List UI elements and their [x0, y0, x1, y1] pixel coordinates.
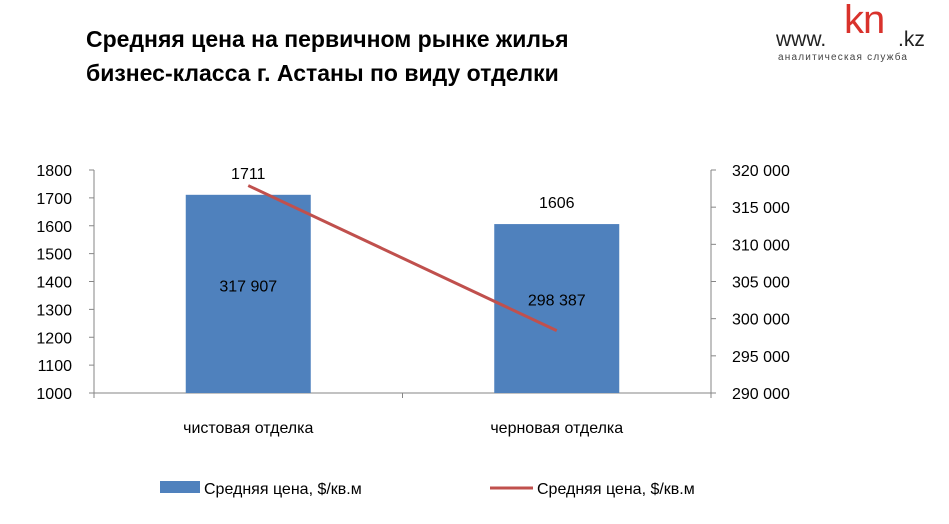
logo-prefix: www.: [776, 28, 827, 51]
chart-title-line-1: Средняя цена на первичном рынке жилья: [86, 26, 569, 52]
left-axis-tick-label: 1700: [36, 191, 72, 208]
right-axis-tick-label: 290 000: [732, 386, 790, 403]
axes-layer: 1000 1100 1200 1300 1400 1500 1600 1700 1800 290 …: [36, 163, 790, 437]
right-axis-tick-label: 320 000: [732, 163, 790, 180]
left-axis-tick-label: 1200: [36, 330, 72, 347]
logo-suffix: .kz: [898, 28, 925, 51]
left-axis-tick-label: 1400: [36, 275, 72, 292]
bar: [185, 194, 311, 393]
logo-tagline: аналитическая служба: [778, 52, 909, 63]
right-axis-tick-label: 300 000: [732, 312, 790, 329]
right-axis-tick-label: 310 000: [732, 237, 790, 254]
left-axis-tick-label: 1800: [36, 163, 72, 180]
bar: [494, 224, 620, 393]
line-data-label: 298 387: [528, 293, 586, 310]
line-series: [247, 184, 558, 333]
right-axis-tick-label: 295 000: [732, 349, 790, 366]
left-axis-tick-label: 1300: [36, 302, 72, 319]
x-axis-tick-label: чистовая отделка: [183, 420, 313, 437]
x-axis-tick-label: черновая отделка: [490, 420, 623, 437]
labels-layer: 1711 1606 317 907 298 387: [219, 166, 585, 310]
site-logo: www. kn .kz аналитическая служба: [776, 0, 946, 64]
line-layer: [247, 184, 558, 333]
right-axis-tick-label: 315 000: [732, 200, 790, 217]
line-data-label: 317 907: [219, 279, 277, 296]
legend-bar-swatch: [160, 481, 200, 493]
bars-layer: [185, 194, 620, 393]
chart-title-line-2: бизнес-класса г. Астаны по виду отделки: [86, 60, 559, 86]
left-axis-tick-label: 1500: [36, 247, 72, 264]
right-axis-tick-label: 305 000: [732, 275, 790, 292]
left-axis-tick-label: 1100: [38, 358, 73, 375]
left-axis-tick-label: 1000: [36, 386, 72, 403]
bar-data-label: 1711: [231, 166, 266, 183]
chart-title: Средняя цена на первичном рынке жилья би…: [86, 22, 569, 90]
left-axis-tick-label: 1600: [36, 219, 72, 236]
bar-data-label: 1606: [539, 195, 575, 212]
legend-bar-label: Средняя цена, $/кв.м: [204, 481, 362, 498]
logo-brand: kn: [844, 0, 885, 42]
legend: Средняя цена, $/кв.м Средняя цена, $/кв.м: [160, 481, 695, 498]
legend-line-label: Средняя цена, $/кв.м: [537, 481, 695, 498]
